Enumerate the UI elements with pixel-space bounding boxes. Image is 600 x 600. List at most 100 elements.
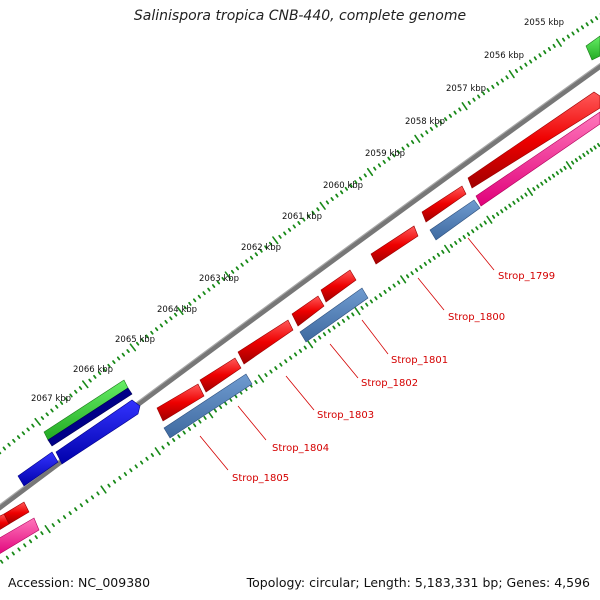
- minor-tick: [16, 435, 21, 439]
- minor-tick: [500, 209, 504, 214]
- minor-tick: [547, 176, 552, 181]
- minor-tick: [428, 258, 432, 263]
- minor-tick: [268, 241, 273, 246]
- minor-tick: [532, 187, 536, 192]
- minor-tick: [477, 94, 481, 99]
- minor-tick: [410, 271, 414, 276]
- gene-label[interactable]: Strop_1803: [317, 410, 374, 421]
- minor-tick: [425, 130, 429, 135]
- cds-bar-forward[interactable]: [475, 111, 600, 207]
- minor-tick: [129, 468, 133, 473]
- minor-tick: [17, 547, 21, 552]
- minor-tick: [543, 50, 547, 55]
- minor-tick: [121, 352, 126, 357]
- minor-tick: [306, 214, 311, 219]
- gene-arrow-forward[interactable]: [156, 383, 205, 422]
- minor-tick: [528, 59, 533, 64]
- minor-tick: [524, 192, 528, 197]
- minor-tick: [293, 352, 298, 357]
- gene-label[interactable]: Strop_1802: [361, 378, 418, 389]
- minor-tick: [462, 235, 466, 240]
- minor-tick: [327, 328, 331, 333]
- minor-tick: [40, 416, 45, 420]
- gene-arrow-reverse[interactable]: [429, 199, 481, 241]
- minor-tick: [150, 453, 155, 457]
- minor-tick: [150, 330, 154, 335]
- gene-arrow-forward[interactable]: [421, 185, 467, 223]
- minor-tick: [397, 280, 401, 285]
- gene-arrow-forward[interactable]: [291, 295, 325, 327]
- misc-feature-green[interactable]: [43, 379, 129, 441]
- callout-line: [329, 343, 359, 379]
- minor-tick: [387, 156, 391, 161]
- callout-line: [467, 237, 495, 271]
- gene-arrow-reverse[interactable]: [163, 373, 253, 439]
- minor-tick: [171, 438, 176, 442]
- minor-tick: [69, 393, 73, 398]
- minor-tick: [107, 363, 111, 368]
- minor-tick: [302, 217, 306, 222]
- misc-feature-green[interactable]: [585, 35, 600, 61]
- gene-arrow-forward[interactable]: [467, 91, 600, 189]
- minor-tick: [339, 190, 344, 195]
- minor-tick: [423, 261, 428, 266]
- major-tick: [177, 307, 184, 316]
- minor-tick: [441, 249, 445, 254]
- minor-tick: [467, 100, 471, 105]
- minor-tick: [50, 408, 54, 413]
- minor-tick: [475, 226, 479, 231]
- gene-arrow-forward[interactable]: [237, 319, 294, 365]
- minor-tick: [112, 479, 117, 484]
- minor-tick: [491, 214, 496, 219]
- gene-arrow-forward[interactable]: [320, 269, 357, 303]
- minor-tick: [211, 284, 216, 288]
- minor-tick: [436, 252, 441, 257]
- minor-tick: [514, 69, 519, 73]
- kbp-label: 2065 kbp: [115, 335, 155, 345]
- minor-tick: [322, 332, 327, 337]
- misc-feature-blue[interactable]: [17, 451, 59, 487]
- minor-tick: [555, 171, 559, 176]
- minor-tick: [213, 408, 218, 413]
- kbp-label: 2067 kbp: [31, 394, 71, 404]
- minor-tick: [590, 19, 594, 24]
- minor-tick: [97, 371, 102, 376]
- minor-tick: [34, 535, 38, 540]
- minor-tick: [297, 221, 301, 225]
- gene-arrow-forward[interactable]: [199, 357, 242, 393]
- minor-tick: [481, 91, 486, 96]
- gene-arrow-forward[interactable]: [3, 501, 30, 525]
- minor-tick: [88, 378, 92, 383]
- minor-tick: [311, 210, 315, 215]
- minor-tick: [245, 259, 249, 264]
- minor-tick: [221, 276, 225, 281]
- gene-label[interactable]: Strop_1805: [232, 473, 289, 484]
- minor-tick: [496, 212, 500, 216]
- minor-tick: [303, 345, 307, 350]
- minor-tick: [500, 78, 504, 83]
- minor-tick: [540, 181, 544, 186]
- cds-bar-forward[interactable]: [0, 517, 40, 556]
- misc-feature-blue[interactable]: [55, 399, 141, 465]
- major-tick: [154, 447, 161, 456]
- minor-tick: [405, 274, 410, 279]
- gene-label[interactable]: Strop_1801: [391, 355, 448, 366]
- gene-label[interactable]: Strop_1799: [498, 271, 555, 282]
- minor-tick: [571, 160, 575, 165]
- callout-line: [361, 319, 389, 355]
- misc-feature-navy[interactable]: [47, 387, 133, 447]
- major-tick: [400, 275, 407, 284]
- gene-arrow-forward[interactable]: [0, 513, 10, 532]
- gene-arrow-reverse[interactable]: [299, 287, 369, 343]
- minor-tick: [406, 143, 410, 148]
- minor-tick: [448, 113, 453, 118]
- gene-arrow-forward[interactable]: [370, 225, 419, 265]
- minor-tick: [538, 53, 542, 58]
- minor-tick: [7, 442, 11, 447]
- major-tick: [319, 201, 326, 210]
- major-tick: [129, 343, 137, 352]
- gene-label[interactable]: Strop_1800: [448, 312, 505, 323]
- gene-label[interactable]: Strop_1804: [272, 443, 329, 454]
